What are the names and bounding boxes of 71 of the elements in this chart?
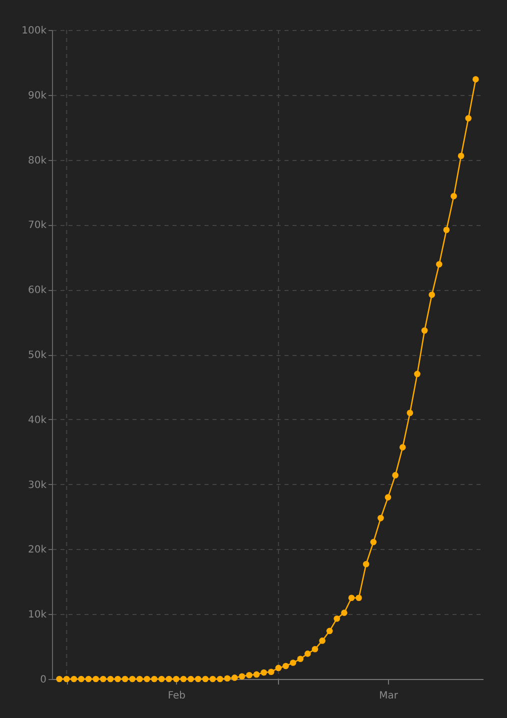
point	[85, 676, 92, 682]
point	[282, 662, 289, 670]
point	[450, 192, 457, 200]
y-tick-label: 30k	[28, 480, 47, 491]
x-tick-label: Feb	[168, 690, 186, 702]
point	[202, 676, 209, 682]
y-tick-label: 70k	[28, 220, 47, 232]
y-tick-label: 40k	[28, 414, 47, 426]
point	[210, 676, 216, 682]
y-tick-label: 80k	[28, 155, 47, 166]
point	[326, 628, 333, 634]
point	[341, 610, 348, 616]
point	[253, 671, 260, 678]
point	[56, 676, 62, 682]
point	[231, 674, 238, 681]
point	[173, 676, 180, 682]
point	[275, 664, 282, 672]
point	[144, 676, 150, 682]
point	[443, 226, 450, 234]
point	[458, 152, 464, 160]
point	[312, 646, 318, 652]
point	[356, 594, 362, 602]
point	[348, 594, 355, 602]
y-tick-label: 20k	[28, 544, 47, 556]
point	[399, 444, 406, 450]
point	[238, 673, 246, 680]
point	[70, 676, 78, 682]
point	[151, 676, 158, 682]
point	[406, 410, 414, 416]
point	[107, 676, 114, 682]
point	[472, 76, 479, 82]
point	[78, 676, 84, 682]
y-tick-label: 0	[40, 674, 46, 686]
y-tick-label: 50k	[28, 350, 47, 361]
point	[297, 656, 304, 662]
y-tick-label: 60k	[28, 285, 47, 296]
point	[166, 676, 172, 682]
point	[384, 494, 392, 500]
point	[268, 668, 274, 676]
point	[129, 676, 136, 682]
point	[290, 660, 296, 666]
point	[304, 650, 311, 657]
point	[334, 615, 340, 622]
point	[63, 676, 70, 682]
point	[319, 638, 326, 644]
point	[436, 261, 442, 268]
point	[260, 669, 268, 676]
point	[246, 672, 252, 678]
x-tick-label: Mar	[379, 690, 399, 702]
point	[180, 676, 187, 682]
point	[224, 675, 230, 682]
point	[114, 676, 121, 682]
y-tick-label: 90k	[28, 90, 47, 102]
y-tick-label: 10k	[28, 610, 47, 621]
point	[362, 560, 370, 568]
point	[428, 292, 436, 298]
point	[216, 676, 224, 682]
point	[188, 676, 194, 682]
point	[158, 676, 165, 682]
y-tick-label: 100k	[22, 26, 47, 36]
point	[100, 676, 106, 682]
point	[378, 514, 384, 522]
point	[421, 327, 428, 334]
point	[465, 115, 472, 122]
point	[392, 472, 398, 478]
point	[194, 676, 202, 682]
point	[414, 370, 420, 378]
point	[136, 676, 143, 682]
point	[122, 676, 128, 682]
point	[92, 676, 99, 682]
point	[370, 538, 377, 546]
